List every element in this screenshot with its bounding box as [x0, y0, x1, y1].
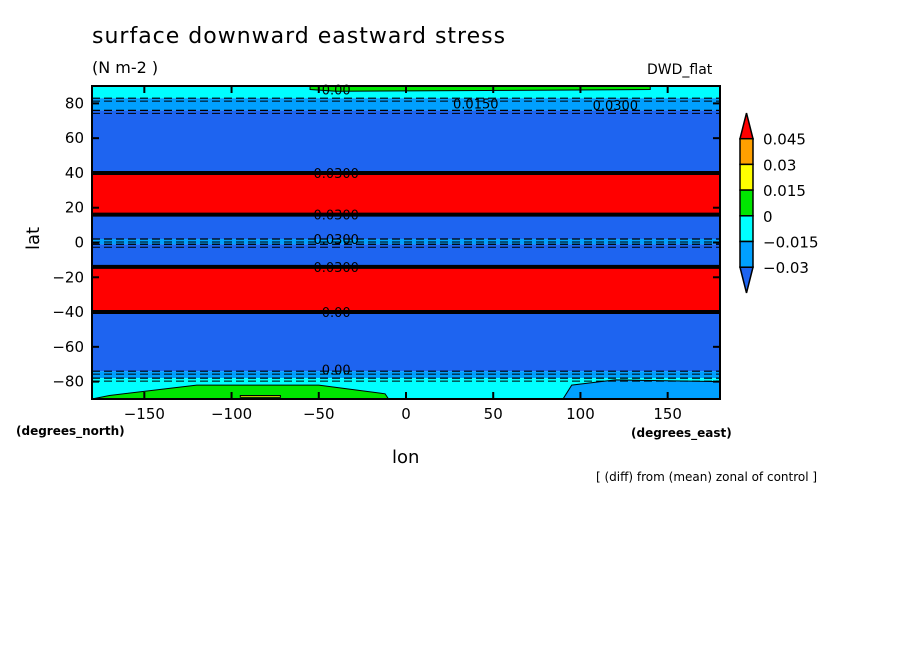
- y-tick-label: −40: [52, 303, 84, 321]
- y-axis-unit: (degrees_north): [16, 424, 125, 438]
- colorbar-label: 0: [763, 208, 773, 226]
- colorbar-box: [739, 163, 754, 191]
- x-tick-label: −50: [303, 405, 335, 423]
- contour-band: [92, 172, 720, 215]
- x-tick-label: 100: [566, 405, 595, 423]
- y-tick-label: 40: [65, 164, 84, 182]
- contour-label: 0.00: [322, 363, 351, 378]
- experiment-label: DWD_flat: [647, 62, 713, 78]
- chart-title: surface downward eastward stress: [92, 24, 507, 49]
- contour-band: [92, 110, 720, 173]
- y-tick-label: 20: [65, 199, 84, 217]
- contour-label: 0.00: [322, 306, 351, 321]
- contour-label: 0.0300: [593, 99, 639, 114]
- x-tick-label: 0: [401, 405, 411, 423]
- colorbar-box: [739, 240, 754, 268]
- y-tick-label: −80: [52, 373, 84, 391]
- contour-label: 0.0300: [313, 167, 359, 182]
- contour-label: 0.00: [322, 83, 351, 98]
- y-tick-label: 60: [65, 129, 84, 147]
- y-tick-label: 80: [65, 94, 84, 112]
- x-axis-unit: (degrees_east): [631, 426, 732, 440]
- contour-band: [92, 214, 720, 240]
- note-label: [ (diff) from (mean) zonal of control ]: [596, 470, 818, 484]
- x-tick-label: −150: [124, 405, 165, 423]
- colorbar-bottom-arrow: [739, 266, 754, 294]
- y-tick-label: 0: [74, 234, 84, 252]
- contour-band: [92, 244, 720, 267]
- contour-band: [92, 312, 720, 372]
- y-tick-label: −20: [52, 268, 84, 286]
- contour-label: 0.0150: [453, 97, 499, 112]
- colorbar-label: −0.015: [763, 234, 819, 252]
- colorbar-box: [739, 215, 754, 243]
- x-axis-label: lon: [392, 447, 420, 468]
- y-tick-label: −60: [52, 338, 84, 356]
- colorbar-label: 0.015: [763, 182, 806, 200]
- x-tick-label: −100: [211, 405, 252, 423]
- colorbar-label: −0.03: [763, 259, 809, 277]
- colorbar-box: [739, 137, 754, 166]
- contour-label: 0.0300: [313, 209, 359, 224]
- contour-label: 0.0300: [313, 261, 359, 276]
- x-tick-label: 150: [653, 405, 682, 423]
- colorbar-label: 0.03: [763, 156, 796, 174]
- contour-label: 0.0300: [313, 233, 359, 248]
- chart-units: (N m-2 ): [92, 58, 159, 77]
- colorbar-top-arrow: [739, 112, 754, 140]
- colorbar-label: 0.045: [763, 131, 806, 149]
- x-tick-label: 50: [484, 405, 503, 423]
- contour-band: [92, 266, 720, 313]
- contour-patch: [239, 395, 281, 398]
- colorbar-box: [739, 189, 754, 217]
